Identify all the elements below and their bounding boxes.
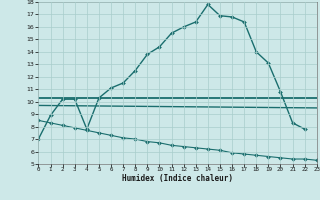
X-axis label: Humidex (Indice chaleur): Humidex (Indice chaleur) <box>122 174 233 183</box>
